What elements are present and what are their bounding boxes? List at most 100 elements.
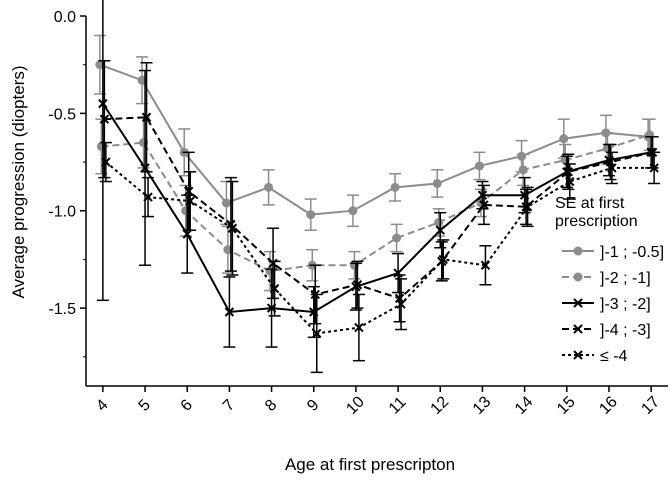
x-tick-label: 4 bbox=[93, 396, 111, 414]
legend-swatch-marker bbox=[573, 298, 583, 308]
data-point bbox=[221, 198, 231, 208]
series-line bbox=[105, 161, 655, 335]
y-tick-label: 0.0 bbox=[54, 9, 76, 26]
x-tick-label: 7 bbox=[220, 396, 238, 414]
marker-x-stroke bbox=[649, 163, 659, 173]
legend-title-line1: SE at first bbox=[555, 195, 625, 212]
marker-x-stroke bbox=[480, 260, 491, 270]
series-line bbox=[101, 133, 650, 273]
x-tick-label: 13 bbox=[470, 393, 495, 418]
data-point bbox=[352, 280, 363, 290]
data-point bbox=[348, 206, 358, 216]
data-point bbox=[438, 254, 448, 265]
data-point bbox=[396, 299, 406, 309]
y-axis-label: Average progression (diopters) bbox=[9, 65, 28, 298]
legend-item-4: ]-4 ; -3] bbox=[562, 322, 651, 339]
legend-label: ]-4 ; -3] bbox=[600, 322, 651, 339]
x-tick-label: 16 bbox=[596, 393, 621, 418]
data-point bbox=[517, 151, 527, 161]
series-line bbox=[104, 116, 653, 300]
legend-swatch-marker bbox=[573, 246, 583, 256]
data-point bbox=[264, 182, 274, 192]
marker-x-stroke bbox=[573, 350, 583, 360]
data-point bbox=[182, 229, 192, 239]
data-point bbox=[306, 210, 316, 220]
marker-x-stroke bbox=[477, 190, 488, 200]
legend-swatch-marker bbox=[573, 272, 583, 282]
y-tick-label: -0.5 bbox=[48, 106, 76, 123]
marker-x-stroke bbox=[99, 114, 110, 124]
data-point bbox=[101, 157, 111, 167]
marker-x-stroke bbox=[435, 225, 445, 235]
data-point bbox=[140, 163, 150, 173]
data-point bbox=[565, 176, 575, 187]
x-tick-label: 8 bbox=[262, 396, 280, 414]
x-tick-label: 15 bbox=[554, 393, 579, 418]
legend-item-1: ]-1 ; -0.5] bbox=[562, 244, 664, 261]
marker-x-stroke bbox=[352, 280, 363, 290]
marker-x-stroke bbox=[226, 219, 236, 230]
marker-x-stroke bbox=[438, 254, 448, 265]
data-point bbox=[269, 283, 280, 294]
marker-x-stroke bbox=[565, 176, 575, 187]
data-point bbox=[354, 322, 364, 333]
series-4 bbox=[98, 60, 659, 325]
data-point bbox=[479, 200, 489, 210]
legend-item-3: ]-3 ; -2] bbox=[562, 296, 651, 313]
marker-x-stroke bbox=[522, 202, 533, 212]
data-point bbox=[99, 114, 110, 124]
data-point bbox=[227, 223, 238, 233]
axes bbox=[85, 16, 668, 387]
marker-x-stroke bbox=[141, 112, 152, 122]
x-tick-label: 5 bbox=[136, 396, 154, 414]
data-point bbox=[141, 112, 152, 122]
marker-x-stroke bbox=[607, 163, 617, 173]
data-point bbox=[521, 202, 531, 212]
data-point bbox=[518, 165, 528, 175]
series-line bbox=[102, 103, 652, 314]
marker-x-stroke bbox=[182, 229, 192, 239]
data-point bbox=[185, 196, 195, 206]
x-tick-label: 14 bbox=[512, 393, 537, 418]
marker-x-stroke bbox=[101, 157, 111, 167]
data-point bbox=[607, 163, 617, 173]
legend-label: ]-1 ; -0.5] bbox=[600, 244, 664, 261]
x-tick-label: 11 bbox=[386, 394, 410, 418]
marker-x-stroke bbox=[184, 186, 194, 196]
marker-x-stroke bbox=[185, 196, 195, 206]
series-3 bbox=[96, 0, 658, 348]
legend-item-2: ]-2 ; -1] bbox=[562, 270, 651, 287]
data-point bbox=[477, 190, 488, 200]
legend: SE at first prescription ]-1 ; -0.5] ]-2 … bbox=[555, 195, 664, 365]
x-tick-label: 6 bbox=[178, 396, 196, 414]
marker-x-stroke bbox=[98, 98, 108, 109]
data-point bbox=[390, 182, 400, 192]
marker-x-stroke bbox=[479, 200, 489, 210]
data-point bbox=[98, 98, 108, 109]
marker-x-stroke bbox=[312, 328, 322, 339]
marker-x-stroke bbox=[573, 298, 583, 308]
data-point bbox=[224, 307, 235, 317]
marker-x-stroke bbox=[354, 322, 364, 333]
data-point bbox=[184, 186, 194, 196]
data-point bbox=[434, 217, 444, 227]
data-point bbox=[649, 163, 659, 173]
data-point bbox=[522, 202, 533, 212]
series-5 bbox=[99, 141, 661, 374]
legend-swatch-marker bbox=[573, 324, 583, 334]
data-point bbox=[563, 167, 573, 177]
x-axis-label: Age at first prescripton bbox=[285, 455, 455, 474]
marker-x-stroke bbox=[143, 192, 153, 202]
marker-x-stroke bbox=[563, 167, 573, 177]
data-point bbox=[480, 260, 491, 270]
data-point bbox=[435, 225, 445, 235]
x-tick-label: 9 bbox=[304, 396, 322, 414]
y-ticks: 0.0 -0.5 -1.0 -1.5 bbox=[48, 9, 86, 358]
x-ticks: 4 5 6 7 8 9 10 11 12 13 14 15 16 17 bbox=[93, 386, 663, 418]
legend-title-line2: prescription bbox=[555, 213, 638, 230]
series-line bbox=[99, 63, 649, 216]
data-point bbox=[143, 192, 153, 202]
marker-x-stroke bbox=[224, 307, 235, 317]
marker-x-stroke bbox=[521, 202, 531, 212]
